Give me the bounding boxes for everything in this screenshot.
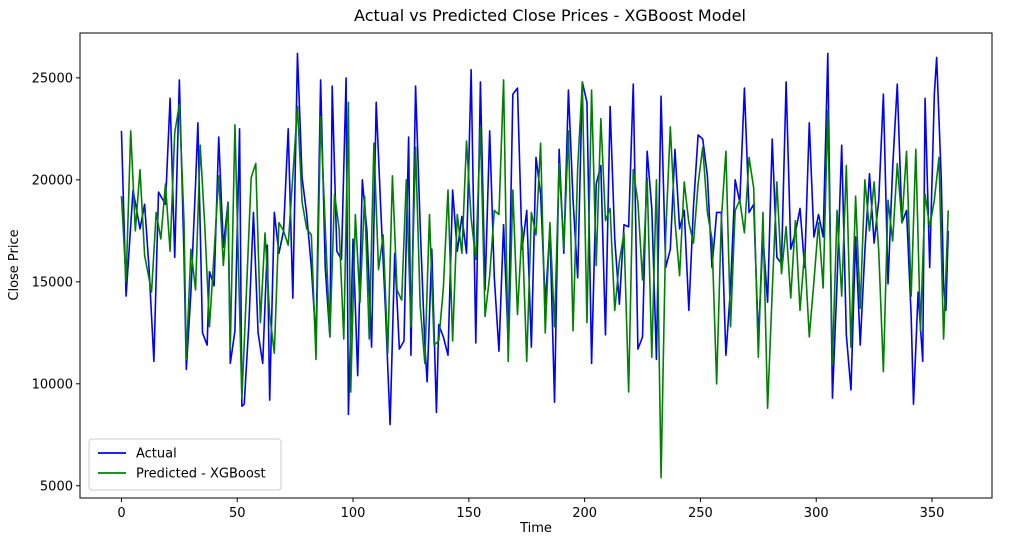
y-tick-label: 25000 (32, 71, 73, 86)
legend-entry-label: Predicted - XGBoost (136, 467, 266, 482)
chart-title: Actual vs Predicted Close Prices - XGBoo… (354, 6, 746, 25)
legend-box (88, 438, 282, 491)
x-axis-ticks: 0 50 100 150 200 250 300 350 (117, 498, 944, 521)
x-tick-label: 0 (117, 506, 125, 521)
y-tick-label: 20000 (32, 173, 73, 188)
x-tick-label: 250 (688, 506, 713, 521)
y-tick-label: 15000 (32, 275, 73, 290)
y-axis-label: Close Price (7, 229, 22, 300)
plot-frame (79, 32, 993, 499)
x-tick-label: 50 (229, 506, 246, 521)
x-tick-label: 150 (456, 506, 481, 521)
y-axis-ticks: 5000 10000 15000 20000 25000 (32, 71, 80, 494)
series-line-predicted (120, 79, 950, 479)
legend: Actual Predicted - XGBoost (88, 438, 282, 491)
x-tick-label: 200 (572, 506, 597, 521)
legend-entry-label: Actual (136, 447, 177, 462)
y-tick-label: 10000 (32, 377, 73, 392)
series-line-actual (120, 52, 950, 426)
y-tick-label: 5000 (40, 479, 73, 494)
series-layer (120, 52, 950, 479)
x-axis-label: Time (519, 521, 552, 536)
x-tick-label: 350 (920, 506, 945, 521)
x-tick-label: 100 (341, 506, 366, 521)
x-tick-label: 300 (804, 506, 829, 521)
